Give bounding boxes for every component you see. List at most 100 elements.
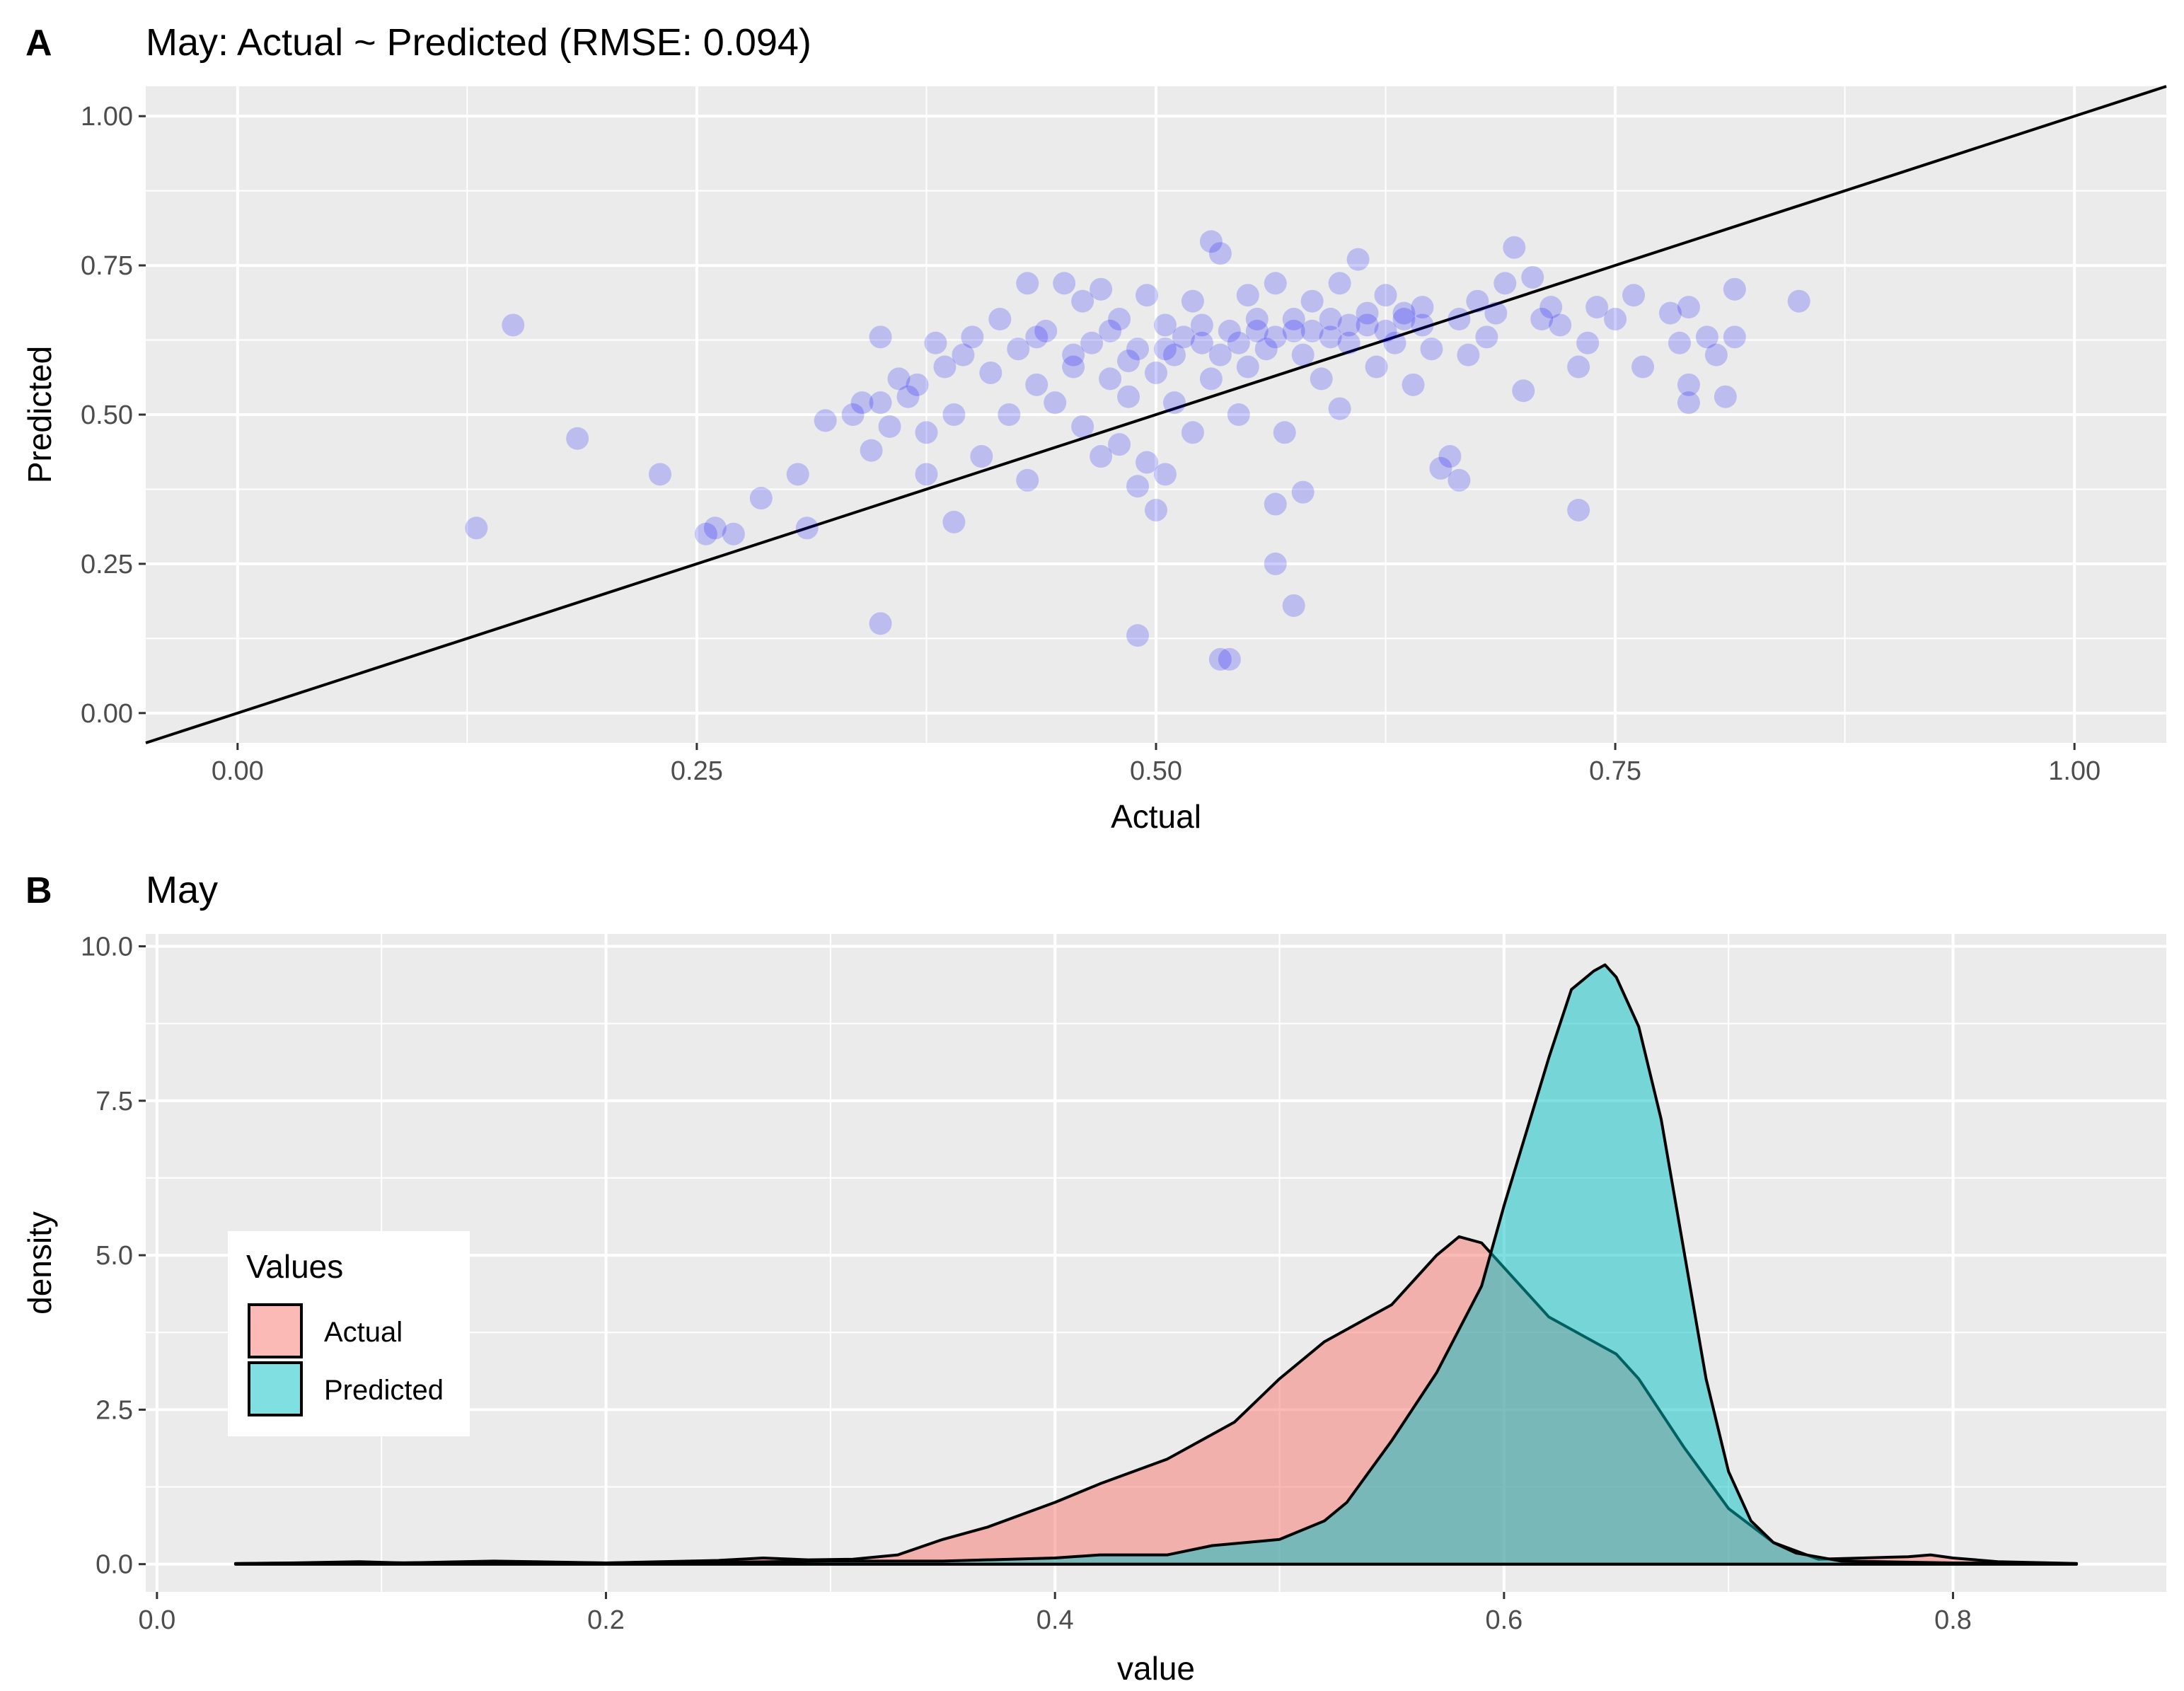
panel-a-x-tick-label: 0.00 bbox=[212, 756, 264, 786]
scatter-point bbox=[694, 522, 717, 546]
panel-a-x-tick-label: 0.50 bbox=[1130, 756, 1182, 786]
scatter-point bbox=[1282, 319, 1305, 342]
scatter-point bbox=[942, 510, 966, 533]
scatter-point bbox=[1090, 445, 1113, 468]
scatter-point bbox=[1429, 456, 1452, 480]
scatter-point bbox=[869, 391, 892, 415]
scatter-point bbox=[1356, 313, 1379, 337]
scatter-point bbox=[1420, 337, 1443, 361]
scatter-point bbox=[1236, 284, 1259, 307]
scatter-point bbox=[860, 439, 883, 462]
scatter-point bbox=[1181, 421, 1204, 444]
panel-b-y-axis: 0.0 2.5 5.0 7.5 10.0 bbox=[81, 932, 146, 1580]
panel-b-title: May bbox=[146, 869, 218, 911]
panel-a-y-axis-title: Predicted bbox=[21, 346, 58, 483]
scatter-point bbox=[1300, 319, 1324, 342]
scatter-point bbox=[1300, 289, 1324, 313]
scatter-point bbox=[1475, 325, 1498, 349]
scatter-point bbox=[1723, 277, 1746, 301]
scatter-point bbox=[1264, 492, 1287, 516]
scatter-point bbox=[1585, 296, 1609, 319]
scatter-point bbox=[1034, 319, 1058, 342]
scatter-point bbox=[970, 445, 993, 468]
scatter-point bbox=[1291, 480, 1315, 504]
scatter-point bbox=[1291, 343, 1315, 367]
scatter-point bbox=[942, 403, 966, 426]
scatter-point bbox=[1787, 289, 1810, 313]
scatter-point bbox=[1273, 421, 1296, 444]
panel-b-x-tick-label: 0.8 bbox=[1934, 1605, 1972, 1635]
scatter-point bbox=[1117, 385, 1140, 408]
scatter-point bbox=[1714, 385, 1737, 408]
scatter-point bbox=[924, 331, 947, 354]
scatter-point bbox=[1484, 301, 1508, 325]
legend-label-predicted: Predicted bbox=[324, 1375, 444, 1406]
scatter-point bbox=[1199, 230, 1223, 253]
panel-b-x-axis-title: value bbox=[1117, 1650, 1195, 1687]
scatter-point bbox=[1025, 373, 1048, 396]
scatter-point bbox=[1218, 647, 1241, 671]
scatter-point bbox=[1319, 325, 1342, 349]
scatter-point bbox=[1438, 445, 1462, 468]
scatter-point bbox=[1356, 301, 1379, 325]
scatter-point bbox=[1090, 277, 1113, 301]
scatter-point bbox=[1319, 308, 1342, 331]
scatter-point bbox=[1071, 289, 1094, 313]
panel-a-x-axis: 0.00 0.25 0.50 0.75 1.00 bbox=[212, 743, 2101, 786]
scatter-point bbox=[988, 308, 1012, 331]
scatter-point bbox=[1136, 451, 1159, 474]
scatter-point bbox=[1668, 331, 1691, 354]
scatter-point bbox=[1530, 308, 1554, 331]
panel-a-y-axis: 0.00 0.25 0.50 0.75 1.00 bbox=[81, 102, 146, 729]
panel-a-x-tick-label: 1.00 bbox=[2048, 756, 2101, 786]
panel-b: B May 0.0 0.2 0.4 0.6 0.8 0.0 2.5 5.0 7.5 10.0 v… bbox=[21, 869, 2166, 1687]
scatter-point bbox=[1576, 331, 1600, 354]
scatter-point bbox=[1411, 296, 1434, 319]
scatter-point bbox=[1503, 236, 1526, 259]
scatter-point bbox=[1549, 313, 1572, 337]
panel-b-y-tick-label: 5.0 bbox=[96, 1241, 133, 1271]
scatter-point bbox=[1181, 289, 1204, 313]
scatter-point bbox=[1448, 308, 1471, 331]
scatter-point bbox=[1392, 301, 1416, 325]
scatter-point bbox=[1117, 350, 1140, 373]
scatter-point bbox=[465, 516, 488, 540]
panel-b-x-tick-label: 0.0 bbox=[138, 1605, 175, 1635]
scatter-point bbox=[1126, 337, 1150, 361]
panel-a-x-tick-label: 0.75 bbox=[1589, 756, 1641, 786]
scatter-point bbox=[1162, 343, 1186, 367]
scatter-point bbox=[915, 463, 938, 486]
legend-key-predicted bbox=[248, 1361, 303, 1416]
scatter-point bbox=[1108, 308, 1131, 331]
scatter-point bbox=[1099, 319, 1122, 342]
scatter-point bbox=[1162, 391, 1186, 415]
scatter-point bbox=[1080, 331, 1104, 354]
scatter-point bbox=[1208, 647, 1232, 671]
scatter-point bbox=[1227, 403, 1250, 426]
panel-a-y-tick-label: 1.00 bbox=[81, 102, 133, 132]
scatter-point bbox=[786, 463, 809, 486]
scatter-point bbox=[1521, 265, 1544, 289]
scatter-point bbox=[722, 522, 745, 546]
scatter-point bbox=[915, 421, 938, 444]
panel-b-y-tick-label: 10.0 bbox=[81, 932, 133, 962]
scatter-point bbox=[1153, 463, 1177, 486]
scatter-point bbox=[1282, 594, 1305, 617]
scatter-point bbox=[1604, 308, 1627, 331]
scatter-point bbox=[1264, 272, 1287, 295]
scatter-point bbox=[979, 361, 1003, 384]
scatter-point bbox=[1153, 337, 1177, 361]
scatter-point bbox=[1677, 296, 1700, 319]
scatter-point bbox=[1136, 284, 1159, 307]
scatter-point bbox=[998, 403, 1021, 426]
scatter-point bbox=[1704, 343, 1728, 367]
scatter-point bbox=[1493, 272, 1517, 295]
scatter-point bbox=[1677, 391, 1700, 415]
panel-b-x-tick-label: 0.4 bbox=[1036, 1605, 1074, 1635]
density-area-predicted bbox=[233, 963, 2079, 1566]
scatter-point bbox=[1025, 325, 1048, 349]
scatter-point bbox=[703, 516, 727, 540]
scatter-point bbox=[1567, 355, 1590, 379]
scatter-point bbox=[1190, 331, 1213, 354]
scatter-point bbox=[1631, 355, 1655, 379]
